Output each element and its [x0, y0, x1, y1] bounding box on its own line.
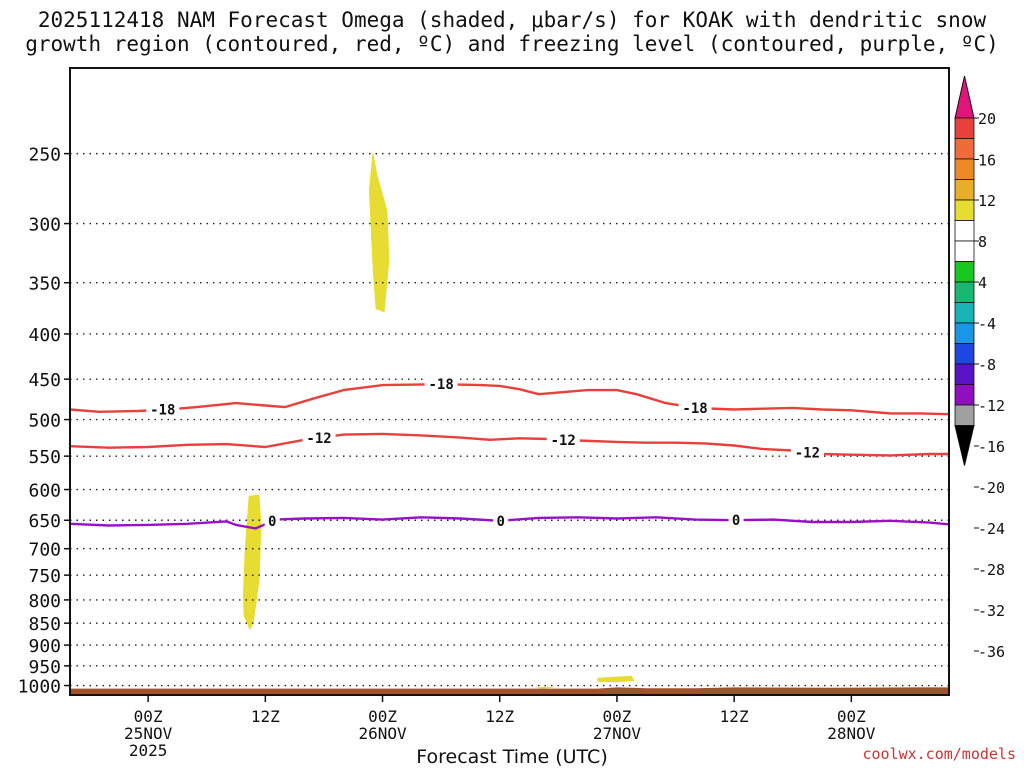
colorbar-swatch-4 [954, 179, 975, 201]
omega-colorbar: 20 16 12 8 4 -4 -8 -12 -16 -20 -24 -28 -32 -36 [954, 75, 1005, 661]
y-axis: 2503003504004505005506006507007508008509… [18, 145, 70, 698]
colorbar-swatch-6 [954, 220, 975, 242]
x-tick-label: 00Z [368, 707, 397, 726]
colorbar-swatch-8 [954, 261, 975, 283]
y-tick-label-950: 950 [28, 657, 61, 678]
contour-label-bg [302, 429, 336, 446]
colorbar-swatch-5 [954, 199, 975, 221]
contour-label-bg [146, 401, 180, 418]
x-tick-label: 25NOV [124, 724, 173, 743]
contour-label-2-1: -12 [306, 431, 331, 447]
x-tick-label: 00Z [134, 707, 163, 726]
colorbar-label-12: 12 [978, 192, 996, 210]
chart-title-line-2: growth region (contoured, red, ºC) and f… [25, 32, 999, 56]
colorbar-label--24: -24 [978, 520, 1005, 538]
colorbar-label-8: 8 [978, 233, 987, 251]
x-tick-label: 2025 [129, 741, 168, 760]
colorbar-label--32: -32 [978, 602, 1005, 620]
x-tick-label: 12Z [720, 707, 749, 726]
contour-label-1-3: -18 [682, 401, 707, 417]
colorbar-label--8: -8 [978, 356, 996, 374]
x-tick-label: 26NOV [358, 724, 407, 743]
website-credit[interactable]: coolwx.com/models [862, 745, 1016, 763]
colorbar-swatch-13 [954, 363, 975, 385]
colorbar-swatch-10 [954, 302, 975, 324]
colorbar-swatch-9 [954, 281, 975, 303]
y-tick-label-350: 350 [28, 274, 61, 295]
y-tick-label-750: 750 [28, 566, 61, 587]
y-tick-label-250: 250 [28, 145, 61, 166]
colorbar-label--36: -36 [978, 643, 1005, 661]
colorbar-swatch-11 [954, 322, 975, 344]
colorbar-swatch-15 [954, 404, 975, 426]
contour-label-bg [264, 513, 280, 530]
contour-label-bg [424, 376, 458, 393]
contour-label-bg [728, 512, 744, 529]
colorbar-top-arrow [954, 75, 975, 119]
y-tick-label-450: 450 [28, 370, 61, 391]
x-tick-label: 00Z [602, 707, 631, 726]
omega-shaded-region-3 [597, 675, 635, 683]
colorbar-label-16: 16 [978, 152, 996, 170]
y-tick-label-700: 700 [28, 540, 61, 561]
x-tick-label: 12Z [485, 707, 514, 726]
colorbar-label-4: 4 [978, 274, 987, 292]
y-tick-label-550: 550 [28, 447, 61, 468]
contour-label-3-3: 0 [732, 513, 740, 529]
colorbar-label--12: -12 [978, 397, 1005, 415]
contour-label-3-1: 0 [268, 514, 276, 530]
colorbar-label--20: -20 [978, 479, 1005, 497]
contour-label-3-2: 0 [496, 514, 504, 530]
contour-label-1-1: -18 [150, 403, 175, 419]
contour-label-2-2: -12 [551, 433, 576, 449]
colorbar-label-20: 20 [978, 110, 996, 128]
pressure-gridlines [70, 152, 949, 687]
colorbar-label--28: -28 [978, 561, 1005, 579]
y-tick-label-300: 300 [28, 215, 61, 236]
contour-label-bg [493, 512, 509, 529]
colorbar-swatch-12 [954, 343, 975, 365]
y-tick-label-650: 650 [28, 511, 61, 532]
contour-label-1-2: -18 [428, 377, 453, 393]
y-tick-label-800: 800 [28, 591, 61, 612]
contour-line-1 [70, 383, 949, 416]
contour-label-bg [546, 431, 580, 448]
x-tick-label: 00Z [837, 707, 866, 726]
contour-line-3 [70, 516, 949, 530]
omega-shaded-region-4 [533, 686, 557, 689]
plot-frame [69, 67, 950, 696]
colorbar-swatch-2 [954, 138, 975, 160]
y-tick-label-1000: 1000 [18, 677, 61, 698]
y-tick-label-600: 600 [28, 481, 61, 502]
colorbar-swatch-7 [954, 240, 975, 262]
y-tick-label-900: 900 [28, 636, 61, 657]
contour-line-2 [70, 432, 949, 457]
y-tick-label-850: 850 [28, 614, 61, 635]
x-tick-label: 27NOV [593, 724, 642, 743]
contour-layer [70, 383, 949, 530]
colorbar-swatch-3 [954, 158, 975, 180]
chart-title-line-1: 2025112418 NAM Forecast Omega (shaded, μ… [37, 8, 987, 32]
colorbar-swatch-1 [954, 117, 975, 139]
contour-label-bg [790, 444, 824, 461]
terrain-ground [70, 687, 949, 695]
colorbar-label--4: -4 [978, 315, 996, 333]
colorbar-swatch-14 [954, 384, 975, 406]
x-axis-title: Forecast Time (UTC) [416, 746, 608, 768]
contour-label-2-3: -12 [795, 445, 820, 461]
colorbar-bottom-arrow [954, 425, 975, 466]
x-tick-label: 28NOV [827, 724, 876, 743]
y-tick-label-400: 400 [28, 325, 61, 346]
omega-shading-layer [70, 150, 949, 695]
contour-label-bg [678, 399, 712, 416]
colorbar-label--16: -16 [978, 438, 1005, 456]
contour-label-layer: -18 -18 -18 -12 -12 -12 0 0 0 [146, 376, 824, 530]
y-tick-label-500: 500 [28, 411, 61, 432]
omega-shaded-region-1 [368, 150, 390, 313]
x-tick-label: 12Z [251, 707, 280, 726]
omega-shaded-region-2 [242, 494, 262, 630]
